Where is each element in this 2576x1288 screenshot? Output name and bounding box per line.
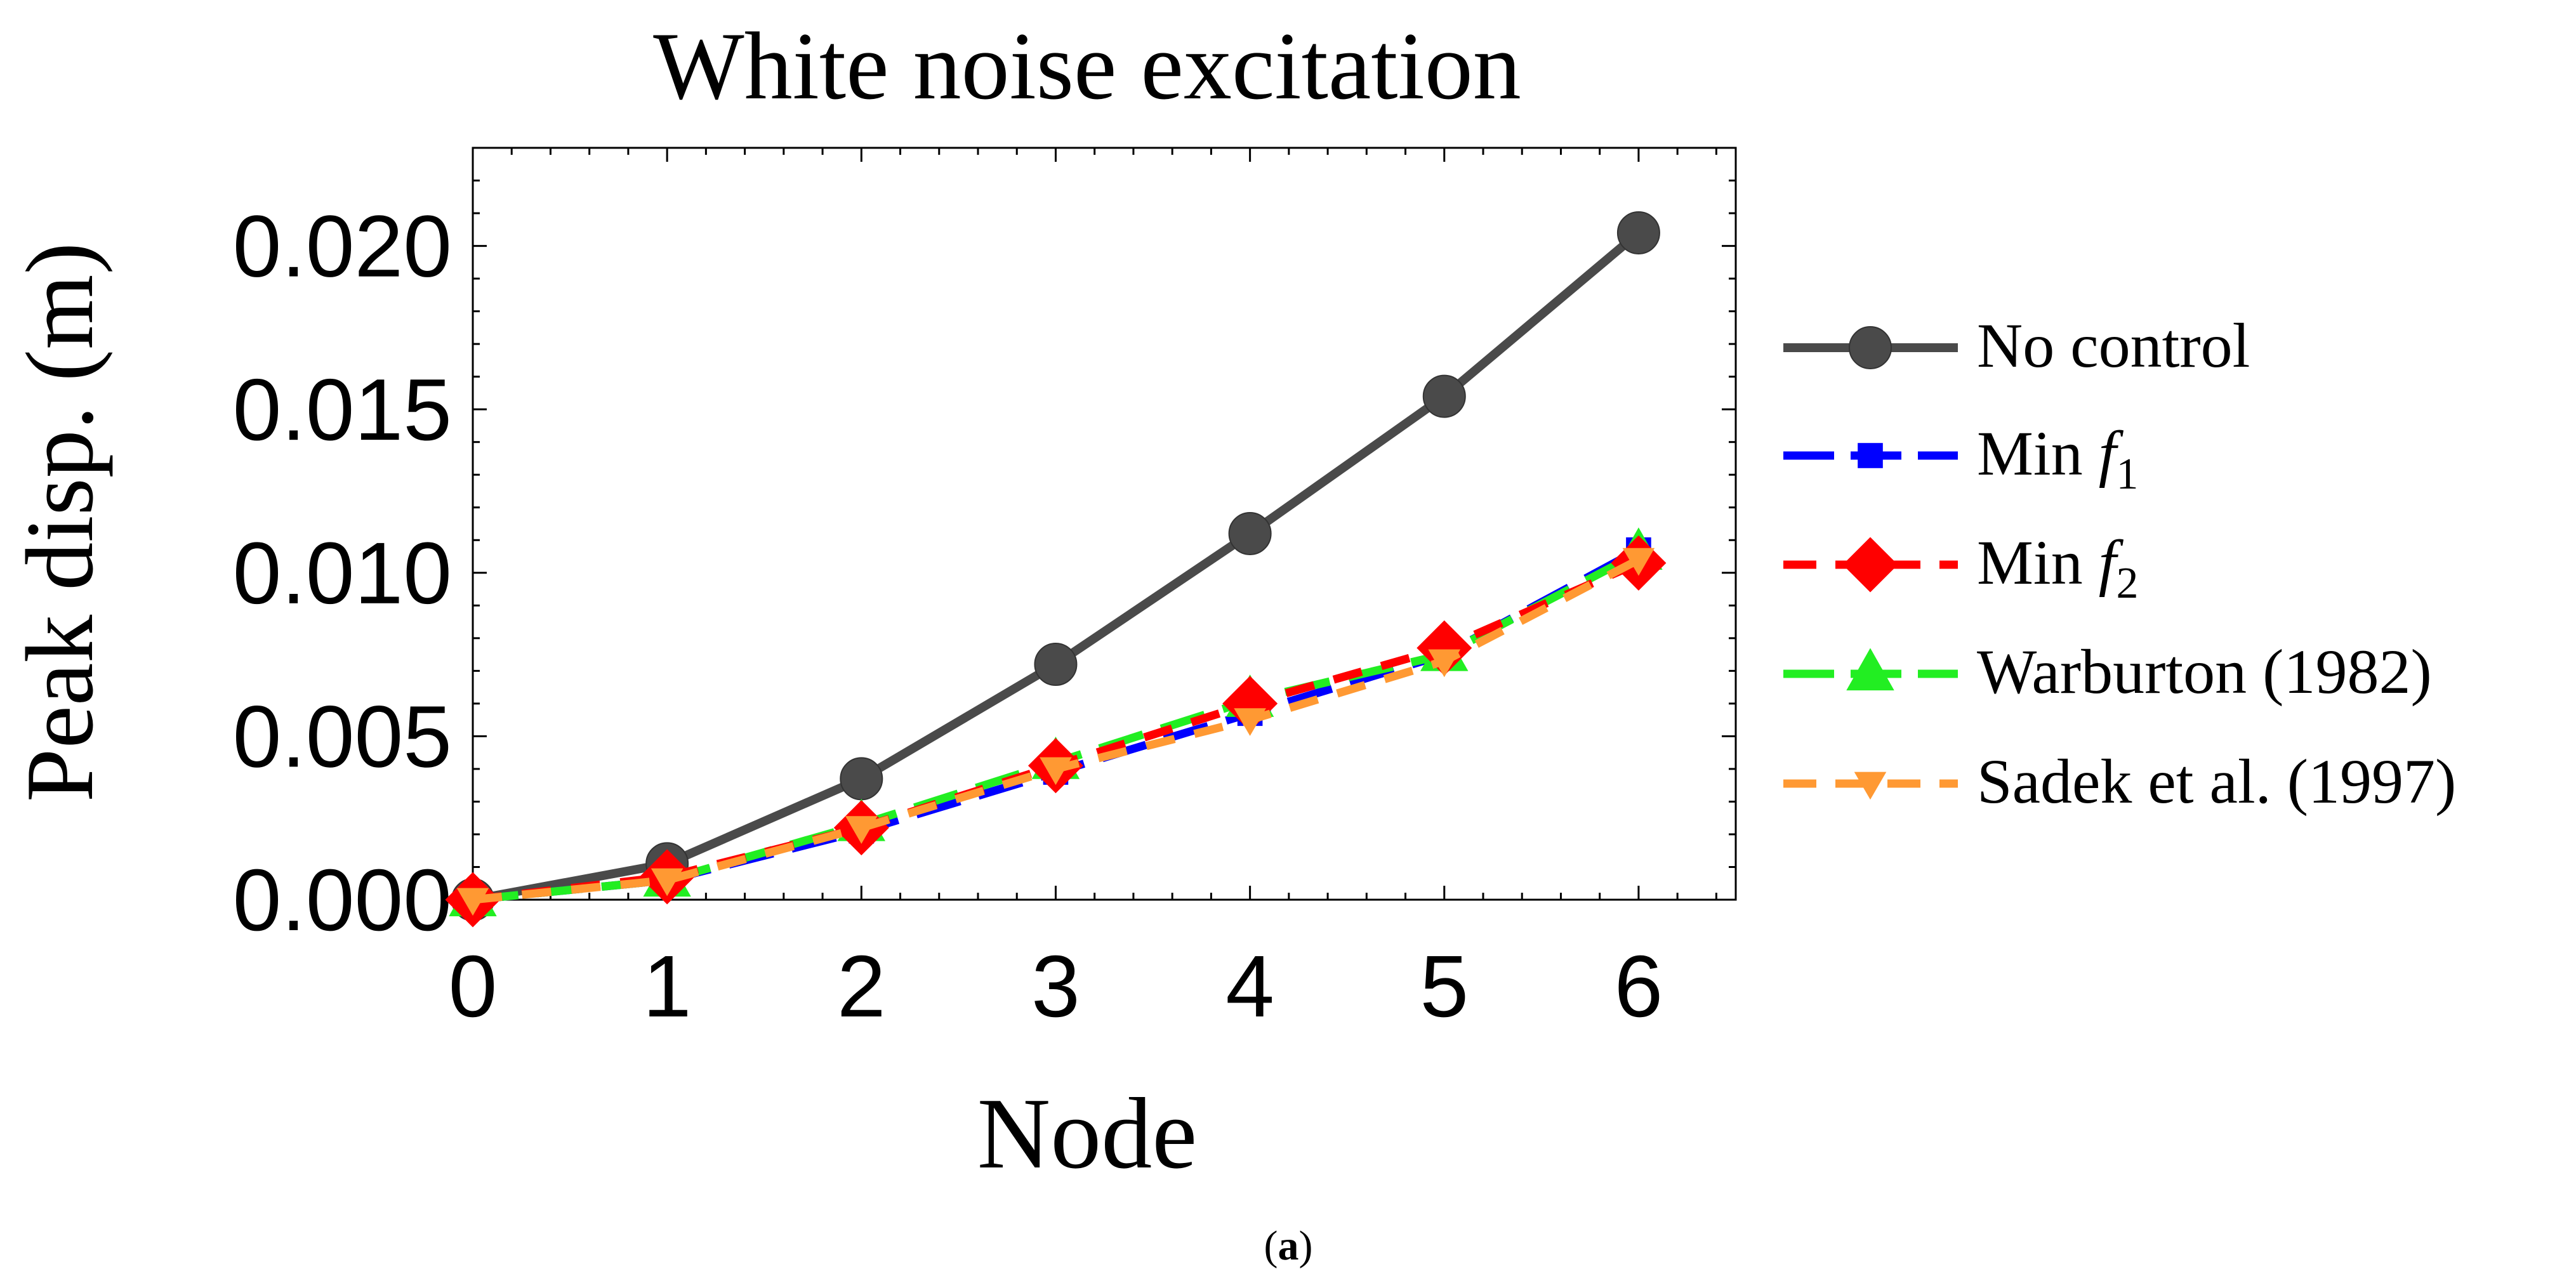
x-tick-label: 4 <box>1225 938 1274 1035</box>
series-line <box>472 559 1641 904</box>
caption-open: ( <box>1264 1223 1278 1269</box>
series-sadek-et-al-1997 <box>456 548 1655 916</box>
data-point-marker <box>1428 649 1461 678</box>
y-tick-label: 0.000 <box>233 851 452 949</box>
legend-label: Min f1 <box>1977 418 2139 499</box>
y-tick-label: 0.015 <box>233 361 452 459</box>
data-point-marker <box>1228 511 1272 555</box>
series-no-control <box>451 211 1660 921</box>
figure-caption: (a) <box>1264 1223 1313 1269</box>
data-point-marker <box>1849 326 1892 369</box>
series-line <box>472 556 1641 904</box>
y-tick-label: 0.005 <box>233 688 452 785</box>
legend-item: Warburton (1982) <box>1783 636 2432 707</box>
data-point-marker <box>456 888 489 916</box>
y-tick-label: 0.010 <box>233 525 452 622</box>
y-axis-label: Peak disp. (m) <box>6 242 113 802</box>
x-tick-label: 3 <box>1031 938 1080 1035</box>
x-tick-label: 2 <box>837 938 886 1035</box>
series-line <box>472 546 1641 904</box>
legend-label: Warburton (1982) <box>1977 636 2432 707</box>
legend-item: Min f1 <box>1783 418 2139 499</box>
legend-item: No control <box>1783 310 2250 381</box>
data-point-marker <box>1034 643 1078 687</box>
y-tick-label: 0.020 <box>233 198 452 296</box>
legend-item: Sadek et al. (1997) <box>1783 746 2456 817</box>
x-tick-label: 0 <box>449 938 498 1035</box>
data-point-marker <box>1842 537 1898 593</box>
x-tick-label: 5 <box>1420 938 1469 1035</box>
legend: No control Min f1 Min f2 Warburton (1982) Sa… <box>1783 310 2456 817</box>
x-tick-label: 1 <box>643 938 692 1035</box>
series-warburton-1982 <box>449 527 1663 917</box>
data-point-marker <box>1846 648 1894 691</box>
series-min-f1 <box>460 537 1651 912</box>
data-point-marker <box>1622 548 1655 576</box>
legend-label: Sadek et al. (1997) <box>1977 746 2456 817</box>
y-axis: 0.000 0.005 0.010 0.015 0.020 <box>233 147 1736 949</box>
x-axis-label: Node <box>977 1077 1198 1190</box>
data-point-marker <box>651 868 684 897</box>
data-point-marker <box>1422 374 1466 418</box>
caption-letter: a <box>1278 1223 1299 1269</box>
data-point-marker <box>1854 772 1887 800</box>
x-tick-label: 6 <box>1615 938 1663 1035</box>
x-axis: 0 1 2 3 4 5 6 <box>449 148 1717 1035</box>
data-point-marker <box>840 757 883 801</box>
series-line <box>472 549 1641 904</box>
data-point-marker <box>845 816 878 844</box>
legend-item: Min f2 <box>1783 527 2139 608</box>
plot-frame <box>472 147 1737 901</box>
series-layer <box>445 211 1667 928</box>
legend-label: No control <box>1977 310 2250 381</box>
legend-label: Min f2 <box>1977 527 2139 608</box>
data-point-marker <box>1616 211 1660 254</box>
data-point-marker <box>1234 708 1266 736</box>
plot-border <box>472 147 1737 901</box>
chart-title: White noise excitation <box>653 13 1521 119</box>
series-line <box>472 229 1642 904</box>
caption-close: ) <box>1299 1223 1313 1269</box>
data-point-marker <box>1858 443 1883 468</box>
data-point-marker <box>1040 757 1072 785</box>
data-point-marker <box>1417 620 1472 676</box>
